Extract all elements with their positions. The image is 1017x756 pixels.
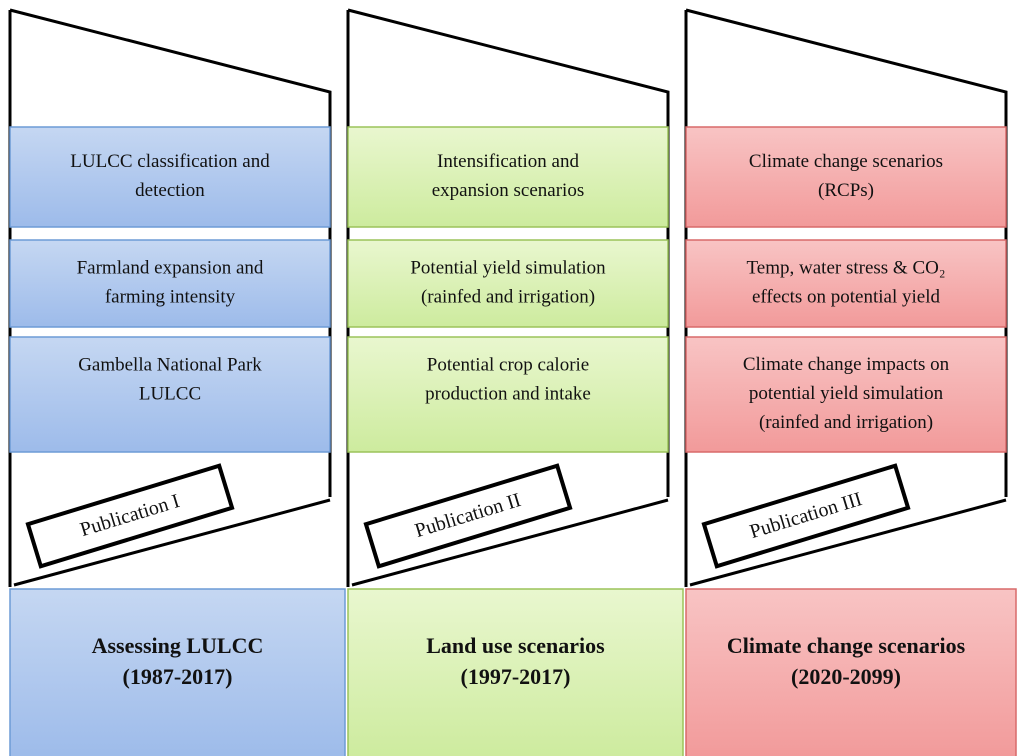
step-text: Farmland expansion and [77, 257, 264, 278]
step-text: (RCPs) [818, 180, 874, 201]
step-text: Intensification and [437, 151, 579, 172]
publication-box [701, 463, 911, 569]
step-text: Temp, water stress & CO₂ [747, 257, 946, 278]
stage-title: Land use scenarios [426, 633, 605, 658]
step-box [347, 126, 669, 228]
step-box [9, 336, 331, 453]
step-box [685, 336, 1007, 453]
step-text: LULCC classification and [70, 151, 270, 172]
stage-title: (1987-2017) [123, 664, 233, 689]
stage-title: Climate change scenarios [727, 633, 966, 658]
step-text: Potential crop calorie [427, 354, 590, 375]
step-box [685, 126, 1007, 228]
publication-box [25, 463, 235, 569]
stage-box [685, 588, 1017, 756]
stage-box [9, 588, 346, 756]
stage-title: (2020-2099) [791, 664, 901, 689]
stage-box [347, 588, 684, 756]
step-text: potential yield simulation [749, 383, 944, 404]
step-text: Gambella National Park [78, 354, 262, 375]
step-text: LULCC [139, 383, 201, 404]
step-text: Climate change impacts on [743, 354, 950, 375]
step-box [347, 239, 669, 328]
step-box [9, 126, 331, 228]
step-text: expansion scenarios [432, 180, 584, 201]
step-text: detection [135, 180, 205, 201]
step-text: (rainfed and irrigation) [421, 286, 595, 307]
stage-title: (1997-2017) [461, 664, 571, 689]
publication-label: Publication III [701, 463, 911, 569]
stage-title: Assessing LULCC [92, 633, 264, 658]
publication-label: Publication I [25, 463, 235, 569]
step-text: (rainfed and irrigation) [759, 412, 933, 433]
step-box [685, 239, 1007, 328]
step-box [347, 336, 669, 453]
step-box [9, 239, 331, 328]
step-text: Climate change scenarios [749, 151, 943, 172]
publication-label: Publication II [363, 463, 573, 569]
step-text: Potential yield simulation [410, 257, 606, 278]
step-text: farming intensity [105, 286, 236, 307]
step-text: effects on potential yield [752, 286, 941, 307]
step-text: production and intake [425, 383, 591, 404]
publication-box [363, 463, 573, 569]
